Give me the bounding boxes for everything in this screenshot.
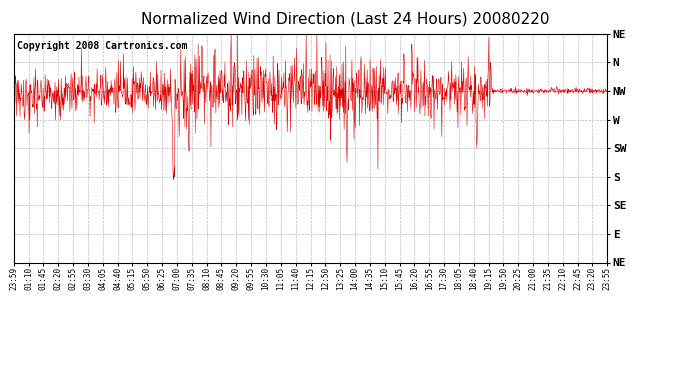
Text: Normalized Wind Direction (Last 24 Hours) 20080220: Normalized Wind Direction (Last 24 Hours… — [141, 11, 549, 26]
Text: Copyright 2008 Cartronics.com: Copyright 2008 Cartronics.com — [17, 40, 187, 51]
